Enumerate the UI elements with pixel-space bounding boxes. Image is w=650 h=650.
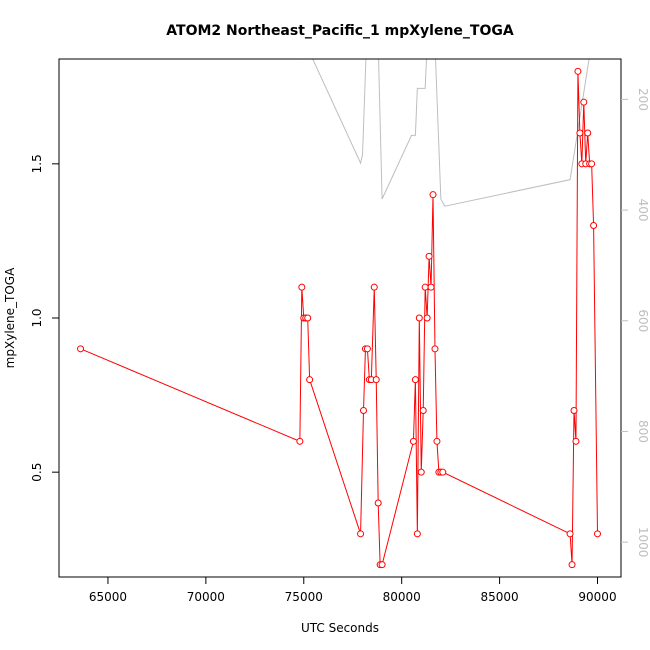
data-point (431, 345, 439, 353)
y2-tick-label: 1000 (636, 527, 650, 558)
data-point (423, 314, 431, 322)
data-point (419, 407, 427, 414)
x-axis: 65000 70000 75000 80000 85000 90000 (89, 576, 617, 604)
data-point (568, 561, 576, 569)
x-tick-label: 80000 (383, 590, 421, 604)
y-tick-label: 0.5 (30, 463, 44, 482)
x-tick-label: 90000 (578, 590, 616, 604)
data-point (360, 407, 367, 414)
data-point (580, 98, 588, 106)
data-point (413, 530, 421, 538)
series-line-2 (303, 59, 590, 207)
data-point (570, 407, 578, 414)
data-point (584, 129, 592, 137)
x-tick-label: 75000 (285, 590, 323, 604)
data-point (574, 67, 582, 75)
data-point (411, 376, 419, 384)
x-axis-label: UTC Seconds (301, 621, 379, 635)
data-point (572, 437, 580, 445)
data-point (433, 437, 441, 445)
data-point (421, 283, 429, 291)
data-point (427, 283, 435, 291)
y2-tick-label: 600 (636, 309, 650, 332)
data-point (415, 314, 423, 322)
data-point (77, 345, 85, 353)
x-tick-label: 70000 (187, 590, 225, 604)
x-tick-label: 85000 (480, 590, 518, 604)
series-line-1 (80, 71, 598, 566)
y2-tick-label: 400 (636, 199, 650, 222)
chart-title: ATOM2 Northeast_Pacific_1 mpXylene_TOGA (166, 23, 514, 39)
data-point (298, 283, 306, 291)
data-point (296, 437, 304, 445)
y2-tick-label: 200 (636, 88, 650, 111)
y-tick-label: 1.0 (30, 308, 44, 327)
y-axis-right: 200 400 600 800 1000 (621, 88, 650, 557)
data-point (429, 191, 437, 199)
left-axis-series-layer (77, 67, 601, 569)
data-point (304, 314, 312, 322)
data-point (409, 437, 417, 445)
data-point (306, 376, 314, 384)
y2-tick-label: 800 (636, 420, 650, 443)
y-axis-label: mpXylene_TOGA (3, 267, 17, 368)
data-point (576, 129, 584, 137)
data-point (425, 252, 433, 260)
data-point (363, 345, 371, 353)
data-point (378, 561, 386, 569)
x-tick-label: 65000 (89, 590, 127, 604)
y-tick-label: 1.5 (30, 154, 44, 173)
data-point (374, 499, 382, 507)
data-point (566, 530, 574, 538)
right-axis-series-layer (303, 59, 590, 207)
data-point (417, 468, 425, 476)
y-axis-left: 0.5 1.0 1.5 (30, 154, 59, 482)
data-point (370, 283, 378, 291)
data-point (590, 222, 598, 229)
data-point (372, 376, 380, 384)
data-point (588, 160, 596, 168)
plot-frame (58, 58, 622, 578)
data-point (439, 468, 447, 476)
data-point (357, 530, 365, 538)
data-point (594, 530, 601, 538)
